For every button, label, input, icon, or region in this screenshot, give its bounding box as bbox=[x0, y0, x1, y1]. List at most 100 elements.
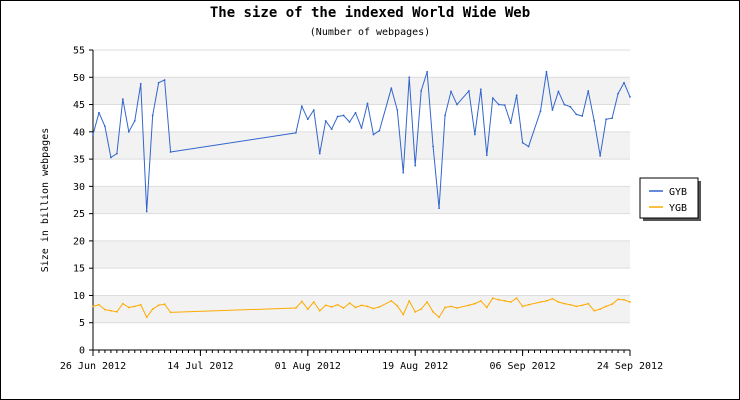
data-point-gyb bbox=[581, 115, 584, 117]
data-point-ygb bbox=[390, 300, 393, 302]
data-point-ygb bbox=[444, 306, 446, 309]
data-point-gyb bbox=[456, 103, 458, 106]
data-point-ygb bbox=[163, 303, 166, 306]
data-point-gyb bbox=[485, 154, 488, 157]
y-axis-label: Size in billion webpages bbox=[40, 128, 51, 273]
data-point-gyb bbox=[497, 103, 500, 106]
data-point-ygb bbox=[569, 303, 572, 306]
data-point-gyb bbox=[366, 102, 369, 105]
data-point-gyb bbox=[575, 113, 578, 116]
data-point-gyb bbox=[92, 133, 94, 136]
data-point-ygb bbox=[450, 305, 452, 308]
data-point-ygb bbox=[300, 300, 303, 303]
legend: GYB YGB bbox=[639, 177, 701, 221]
data-point-ygb bbox=[318, 309, 321, 312]
grid-lines bbox=[93, 49, 630, 324]
data-point-gyb bbox=[157, 81, 160, 84]
y-tick-label: 10 bbox=[73, 291, 85, 302]
data-point-ygb bbox=[605, 305, 608, 308]
data-point-gyb bbox=[599, 154, 602, 157]
x-tick-label: 06 Sep 2012 bbox=[489, 361, 555, 372]
data-point-gyb bbox=[378, 129, 381, 132]
data-point-gyb bbox=[444, 114, 446, 117]
data-point-gyb bbox=[629, 96, 631, 98]
data-point-gyb bbox=[503, 104, 506, 106]
data-point-ygb bbox=[473, 302, 476, 305]
data-point-ygb bbox=[575, 305, 578, 308]
y-tick-label: 25 bbox=[73, 209, 85, 220]
data-point-ygb bbox=[378, 306, 381, 308]
data-point-gyb bbox=[115, 152, 118, 155]
grid-band bbox=[93, 77, 630, 105]
data-point-ygb bbox=[521, 305, 524, 308]
data-point-ygb bbox=[396, 304, 399, 307]
data-point-ygb bbox=[348, 302, 351, 304]
data-point-gyb bbox=[312, 109, 315, 111]
data-point-gyb bbox=[360, 127, 363, 129]
data-point-gyb bbox=[390, 87, 393, 90]
data-point-ygb bbox=[587, 302, 590, 305]
data-point-ygb bbox=[456, 307, 458, 309]
data-point-gyb bbox=[605, 118, 608, 121]
data-point-ygb bbox=[545, 300, 548, 302]
data-point-ygb bbox=[139, 303, 142, 306]
data-point-gyb bbox=[139, 82, 142, 85]
data-point-gyb bbox=[318, 152, 321, 155]
y-tick-label: 55 bbox=[73, 46, 85, 57]
data-point-gyb bbox=[330, 128, 333, 130]
data-point-ygb bbox=[127, 306, 130, 309]
data-point-ygb bbox=[539, 301, 542, 303]
series-layer bbox=[92, 70, 631, 319]
data-point-gyb bbox=[169, 151, 172, 153]
data-point-gyb bbox=[300, 105, 303, 108]
data-point-gyb bbox=[611, 117, 613, 120]
data-point-gyb bbox=[98, 111, 100, 114]
data-point-gyb bbox=[151, 114, 154, 117]
data-point-gyb bbox=[563, 103, 566, 106]
data-point-gyb bbox=[408, 76, 411, 79]
grid-band bbox=[93, 131, 630, 160]
y-tick-label: 15 bbox=[73, 264, 85, 275]
data-point-ygb bbox=[115, 310, 118, 313]
data-point-ygb bbox=[133, 305, 136, 308]
x-tick-label: 14 Jul 2012 bbox=[167, 361, 233, 372]
data-point-ygb bbox=[557, 301, 560, 303]
data-point-gyb bbox=[593, 120, 596, 122]
y-tick-label: 0 bbox=[79, 346, 85, 357]
data-point-ygb bbox=[479, 300, 482, 302]
data-point-ygb bbox=[527, 303, 530, 306]
data-point-gyb bbox=[306, 118, 309, 121]
x-tick-label: 24 Sep 2012 bbox=[597, 361, 663, 372]
data-point-gyb bbox=[527, 145, 530, 148]
y-tick-label: 50 bbox=[73, 73, 85, 84]
data-point-ygb bbox=[593, 309, 596, 312]
legend-label-gyb: GYB bbox=[669, 187, 687, 198]
series-line-ygb bbox=[92, 297, 631, 318]
data-point-ygb bbox=[98, 303, 100, 306]
data-point-ygb bbox=[599, 308, 602, 310]
data-point-ygb bbox=[438, 316, 440, 319]
data-point-ygb bbox=[306, 308, 309, 310]
grid-band bbox=[93, 295, 630, 323]
data-point-ygb bbox=[402, 313, 405, 316]
data-point-gyb bbox=[402, 171, 405, 174]
y-tick-label: 30 bbox=[73, 182, 85, 193]
data-point-ygb bbox=[414, 310, 417, 313]
chart-title: The size of the indexed World Wide Web bbox=[210, 5, 530, 21]
data-point-gyb bbox=[545, 70, 548, 73]
data-point-ygb bbox=[420, 308, 423, 310]
data-point-gyb bbox=[426, 70, 429, 73]
data-point-ygb bbox=[342, 307, 345, 309]
data-point-gyb bbox=[121, 98, 124, 100]
data-point-gyb bbox=[372, 133, 375, 136]
data-point-gyb bbox=[521, 141, 524, 144]
y-axis: 0 5 10 15 20 25 30 35 40 45 50 55 bbox=[73, 46, 94, 357]
x-tick-label: 19 Aug 2012 bbox=[382, 361, 448, 372]
data-point-ygb bbox=[432, 310, 434, 313]
data-point-gyb bbox=[163, 79, 166, 81]
data-point-gyb bbox=[336, 115, 339, 118]
y-tick-label: 5 bbox=[79, 318, 85, 329]
data-point-ygb bbox=[354, 306, 357, 309]
data-point-gyb bbox=[539, 110, 542, 112]
data-point-ygb bbox=[157, 304, 160, 307]
